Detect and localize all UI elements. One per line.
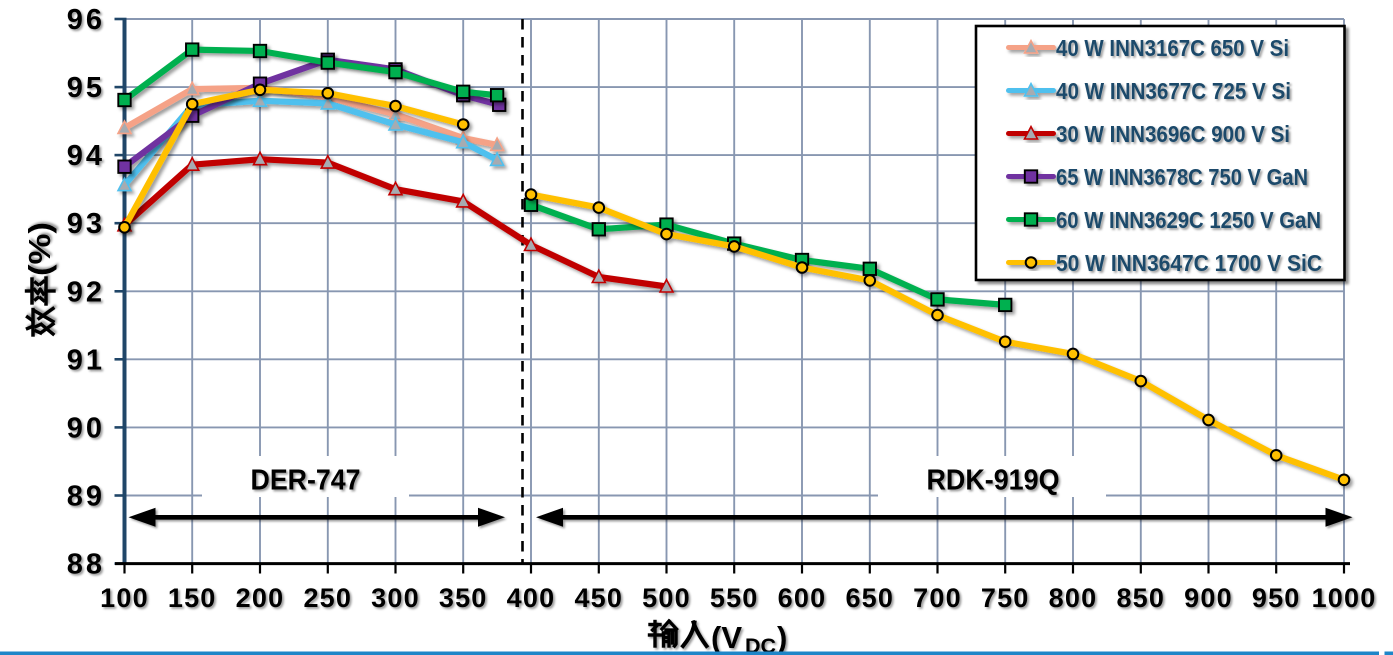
svg-text:450: 450	[574, 583, 623, 613]
svg-text:89: 89	[67, 481, 105, 513]
svg-text:(%): (%)	[22, 222, 57, 276]
svg-text:88: 88	[67, 549, 105, 581]
svg-text:DER-747: DER-747	[251, 465, 361, 497]
svg-text:700: 700	[913, 583, 962, 613]
svg-text:30 W INN3696C 900 V Si: 30 W INN3696C 900 V Si	[1056, 121, 1290, 147]
svg-text:800: 800	[1049, 583, 1098, 613]
svg-text:91: 91	[67, 344, 105, 376]
svg-text:600: 600	[778, 583, 827, 613]
svg-text:DC: DC	[745, 634, 776, 655]
svg-text:500: 500	[642, 583, 691, 613]
svg-text:750: 750	[981, 583, 1030, 613]
svg-text:350: 350	[439, 583, 488, 613]
svg-text:900: 900	[1184, 583, 1233, 613]
svg-text:650: 650	[845, 583, 894, 613]
svg-text:40 W INN3677C 725 V Si: 40 W INN3677C 725 V Si	[1056, 78, 1291, 104]
svg-text:150: 150	[168, 583, 217, 613]
svg-text:92: 92	[67, 276, 105, 308]
svg-text:1000: 1000	[1312, 583, 1377, 613]
svg-text:200: 200	[236, 583, 285, 613]
svg-text:94: 94	[67, 140, 105, 172]
svg-text:RDK-919Q: RDK-919Q	[927, 465, 1060, 497]
svg-text:95: 95	[67, 72, 105, 104]
svg-text:50 W INN3647C 1700 V SiC: 50 W INN3647C 1700 V SiC	[1056, 250, 1322, 276]
svg-text:400: 400	[507, 583, 556, 613]
svg-text:65 W INN3678C 750 V GaN: 65 W INN3678C 750 V GaN	[1056, 164, 1308, 190]
svg-text:90: 90	[67, 412, 105, 444]
svg-text:550: 550	[710, 583, 759, 613]
svg-text:93: 93	[67, 208, 105, 240]
svg-text:250: 250	[303, 583, 352, 613]
svg-text:40 W INN3167C 650 V Si: 40 W INN3167C 650 V Si	[1056, 35, 1289, 61]
svg-text:950: 950	[1252, 583, 1301, 613]
svg-text:96: 96	[67, 4, 105, 36]
svg-text:300: 300	[371, 583, 420, 613]
svg-text:): )	[777, 620, 787, 655]
svg-text:100: 100	[100, 583, 149, 613]
svg-text:60 W INN3629C 1250 V GaN: 60 W INN3629C 1250 V GaN	[1056, 207, 1321, 233]
svg-text:850: 850	[1116, 583, 1165, 613]
svg-text:(V: (V	[711, 620, 742, 655]
